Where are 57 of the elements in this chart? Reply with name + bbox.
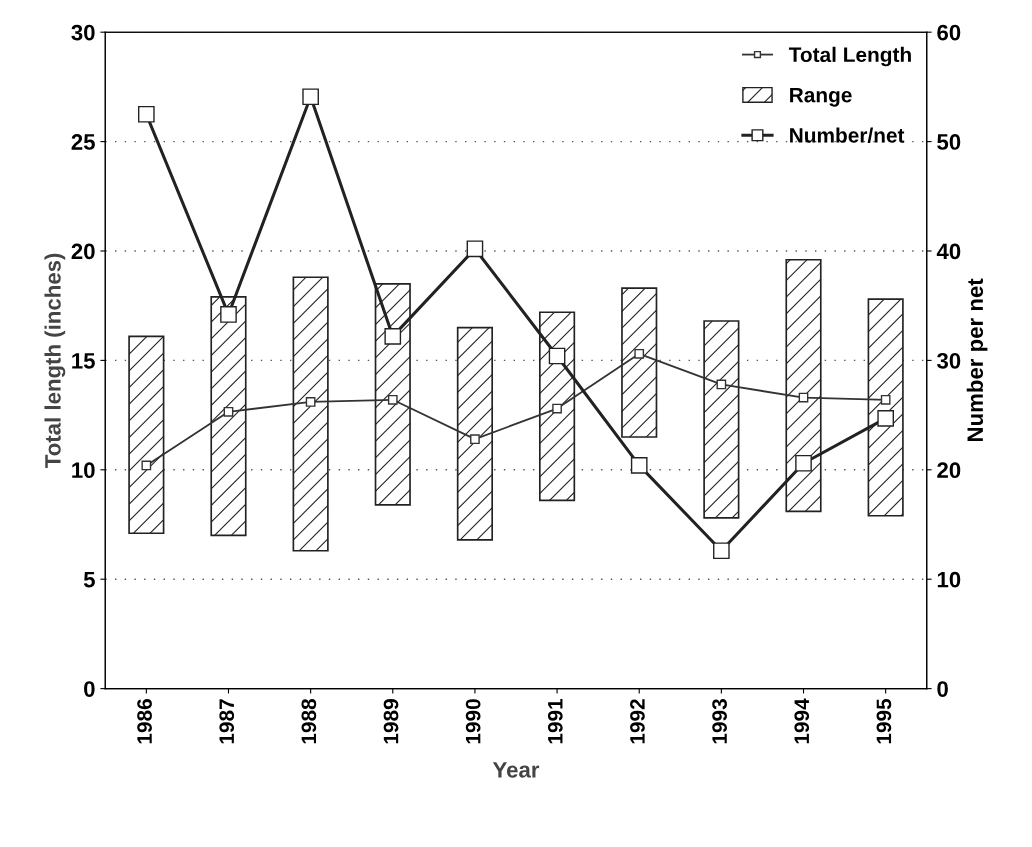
point [138, 105, 155, 123]
y2-tick-label: 40 [936, 243, 961, 260]
bar [292, 276, 329, 552]
y2-tick-label: 30 [936, 352, 961, 369]
y-tick-label: 25 [71, 134, 95, 150]
point [880, 394, 891, 405]
point [552, 403, 562, 414]
point [548, 347, 566, 365]
point [630, 457, 648, 474]
x-tick-label: 1992 [630, 699, 645, 744]
legend-label: Range [790, 87, 852, 107]
bar [456, 326, 494, 541]
y-tick-label: 20 [71, 243, 95, 260]
point [141, 460, 152, 471]
point [302, 88, 319, 106]
x-tick-label: 1989 [383, 699, 399, 744]
bar [210, 296, 247, 537]
y2-tick-label: 60 [937, 24, 961, 41]
point [384, 327, 402, 345]
bar [785, 258, 822, 513]
x-tick-label: 1995 [876, 698, 892, 744]
point [877, 410, 894, 427]
x-tick-label: 1993 [712, 699, 727, 744]
x-tick-label: 1994 [794, 698, 810, 744]
x-tick-label: 1990 [465, 699, 481, 744]
legend-label: Number/net [790, 127, 905, 143]
point [470, 434, 480, 445]
y2-tick-label: 10 [937, 571, 961, 588]
y2-tick-label: 20 [937, 462, 961, 479]
point [305, 397, 316, 407]
y2-axis-title: Number per net [966, 278, 988, 442]
y2-tick-label: 50 [937, 134, 961, 150]
bar [128, 335, 165, 535]
y-axis-title: Total length (inches) [44, 253, 66, 468]
point [713, 542, 730, 560]
y-tick-label: 10 [72, 462, 95, 479]
point [223, 406, 234, 417]
y-tick-label: 30 [71, 24, 95, 41]
point [387, 394, 398, 405]
point [795, 454, 812, 472]
x-axis-title: Year [492, 762, 540, 778]
point [466, 240, 484, 258]
bar [374, 282, 411, 506]
x-tick-label: 1991 [547, 698, 563, 744]
legend-label: Total Length [788, 46, 911, 67]
y-tick-label: 5 [83, 571, 95, 588]
y-tick-label: 15 [72, 353, 95, 369]
x-tick-label: 1987 [219, 699, 235, 744]
y-tick-label: 0 [84, 681, 95, 697]
point [220, 306, 237, 323]
bar [538, 311, 576, 502]
x-tick-label: 1988 [301, 698, 317, 744]
x-tick-label: 1986 [137, 699, 152, 744]
y2-tick-label: 0 [937, 681, 948, 697]
bar [703, 320, 740, 519]
bar [621, 287, 658, 438]
point [634, 348, 645, 359]
